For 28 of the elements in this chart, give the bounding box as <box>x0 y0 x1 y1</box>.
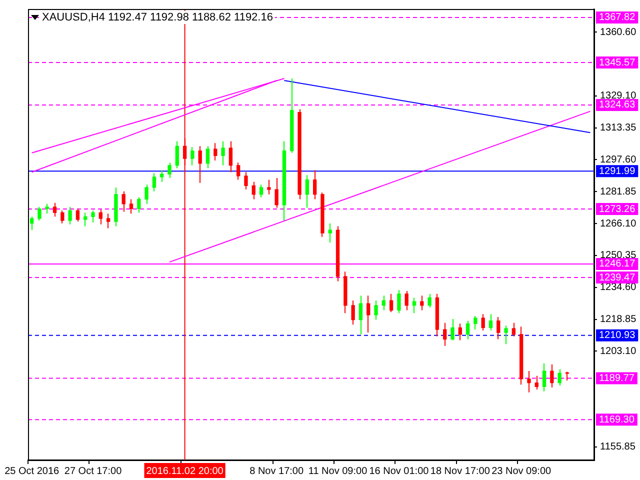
ref-line-label: 1291.99 <box>599 166 636 177</box>
y-tick-label: 1297.60 <box>600 154 637 166</box>
ref-line-label: 1189.77 <box>599 372 635 384</box>
x-tick-label: 8 Nov 17:00 <box>250 466 304 477</box>
y-tick-label: 1313.35 <box>600 122 637 134</box>
y-tick-label: 1203.10 <box>600 346 637 357</box>
x-tick-label: 16 Nov 01:00 <box>369 466 430 477</box>
x-tick-label: 2016.11.02 20:00 <box>146 466 224 477</box>
x-tick-label: 25 Oct 2016 <box>4 466 60 477</box>
y-tick-label: 1329.10 <box>600 90 637 102</box>
ref-line-label: 1273.26 <box>599 204 636 215</box>
y-tick-label: 1218.85 <box>600 314 637 326</box>
x-tick-label: 23 Nov 09:00 <box>492 466 552 477</box>
x-tick-label: 18 Nov 17:00 <box>430 466 490 477</box>
ref-line-label: 1246.17 <box>599 258 636 270</box>
y-tick-label: 1266.10 <box>600 218 637 230</box>
x-tick-label: 11 Nov 09:00 <box>308 466 368 477</box>
y-tick-label: 1155.85 <box>600 442 636 453</box>
ref-line-label: 1169.30 <box>599 414 635 426</box>
ref-line-label: 1210.93 <box>599 330 636 342</box>
ref-line-label: 1239.47 <box>599 272 636 284</box>
y-tick-label: 1360.60 <box>600 26 637 38</box>
ref-line-label: 1345.57 <box>599 57 636 68</box>
y-tick-label: 1281.85 <box>600 186 637 198</box>
ref-line-label: 1324.63 <box>599 100 636 111</box>
chart-title: XAUUSD,H4 1192.47 1192.98 1188.62 1192.16 <box>42 12 273 24</box>
ref-line-label: 1367.82 <box>599 12 636 24</box>
x-tick-label: 27 Oct 17:00 <box>64 466 122 477</box>
